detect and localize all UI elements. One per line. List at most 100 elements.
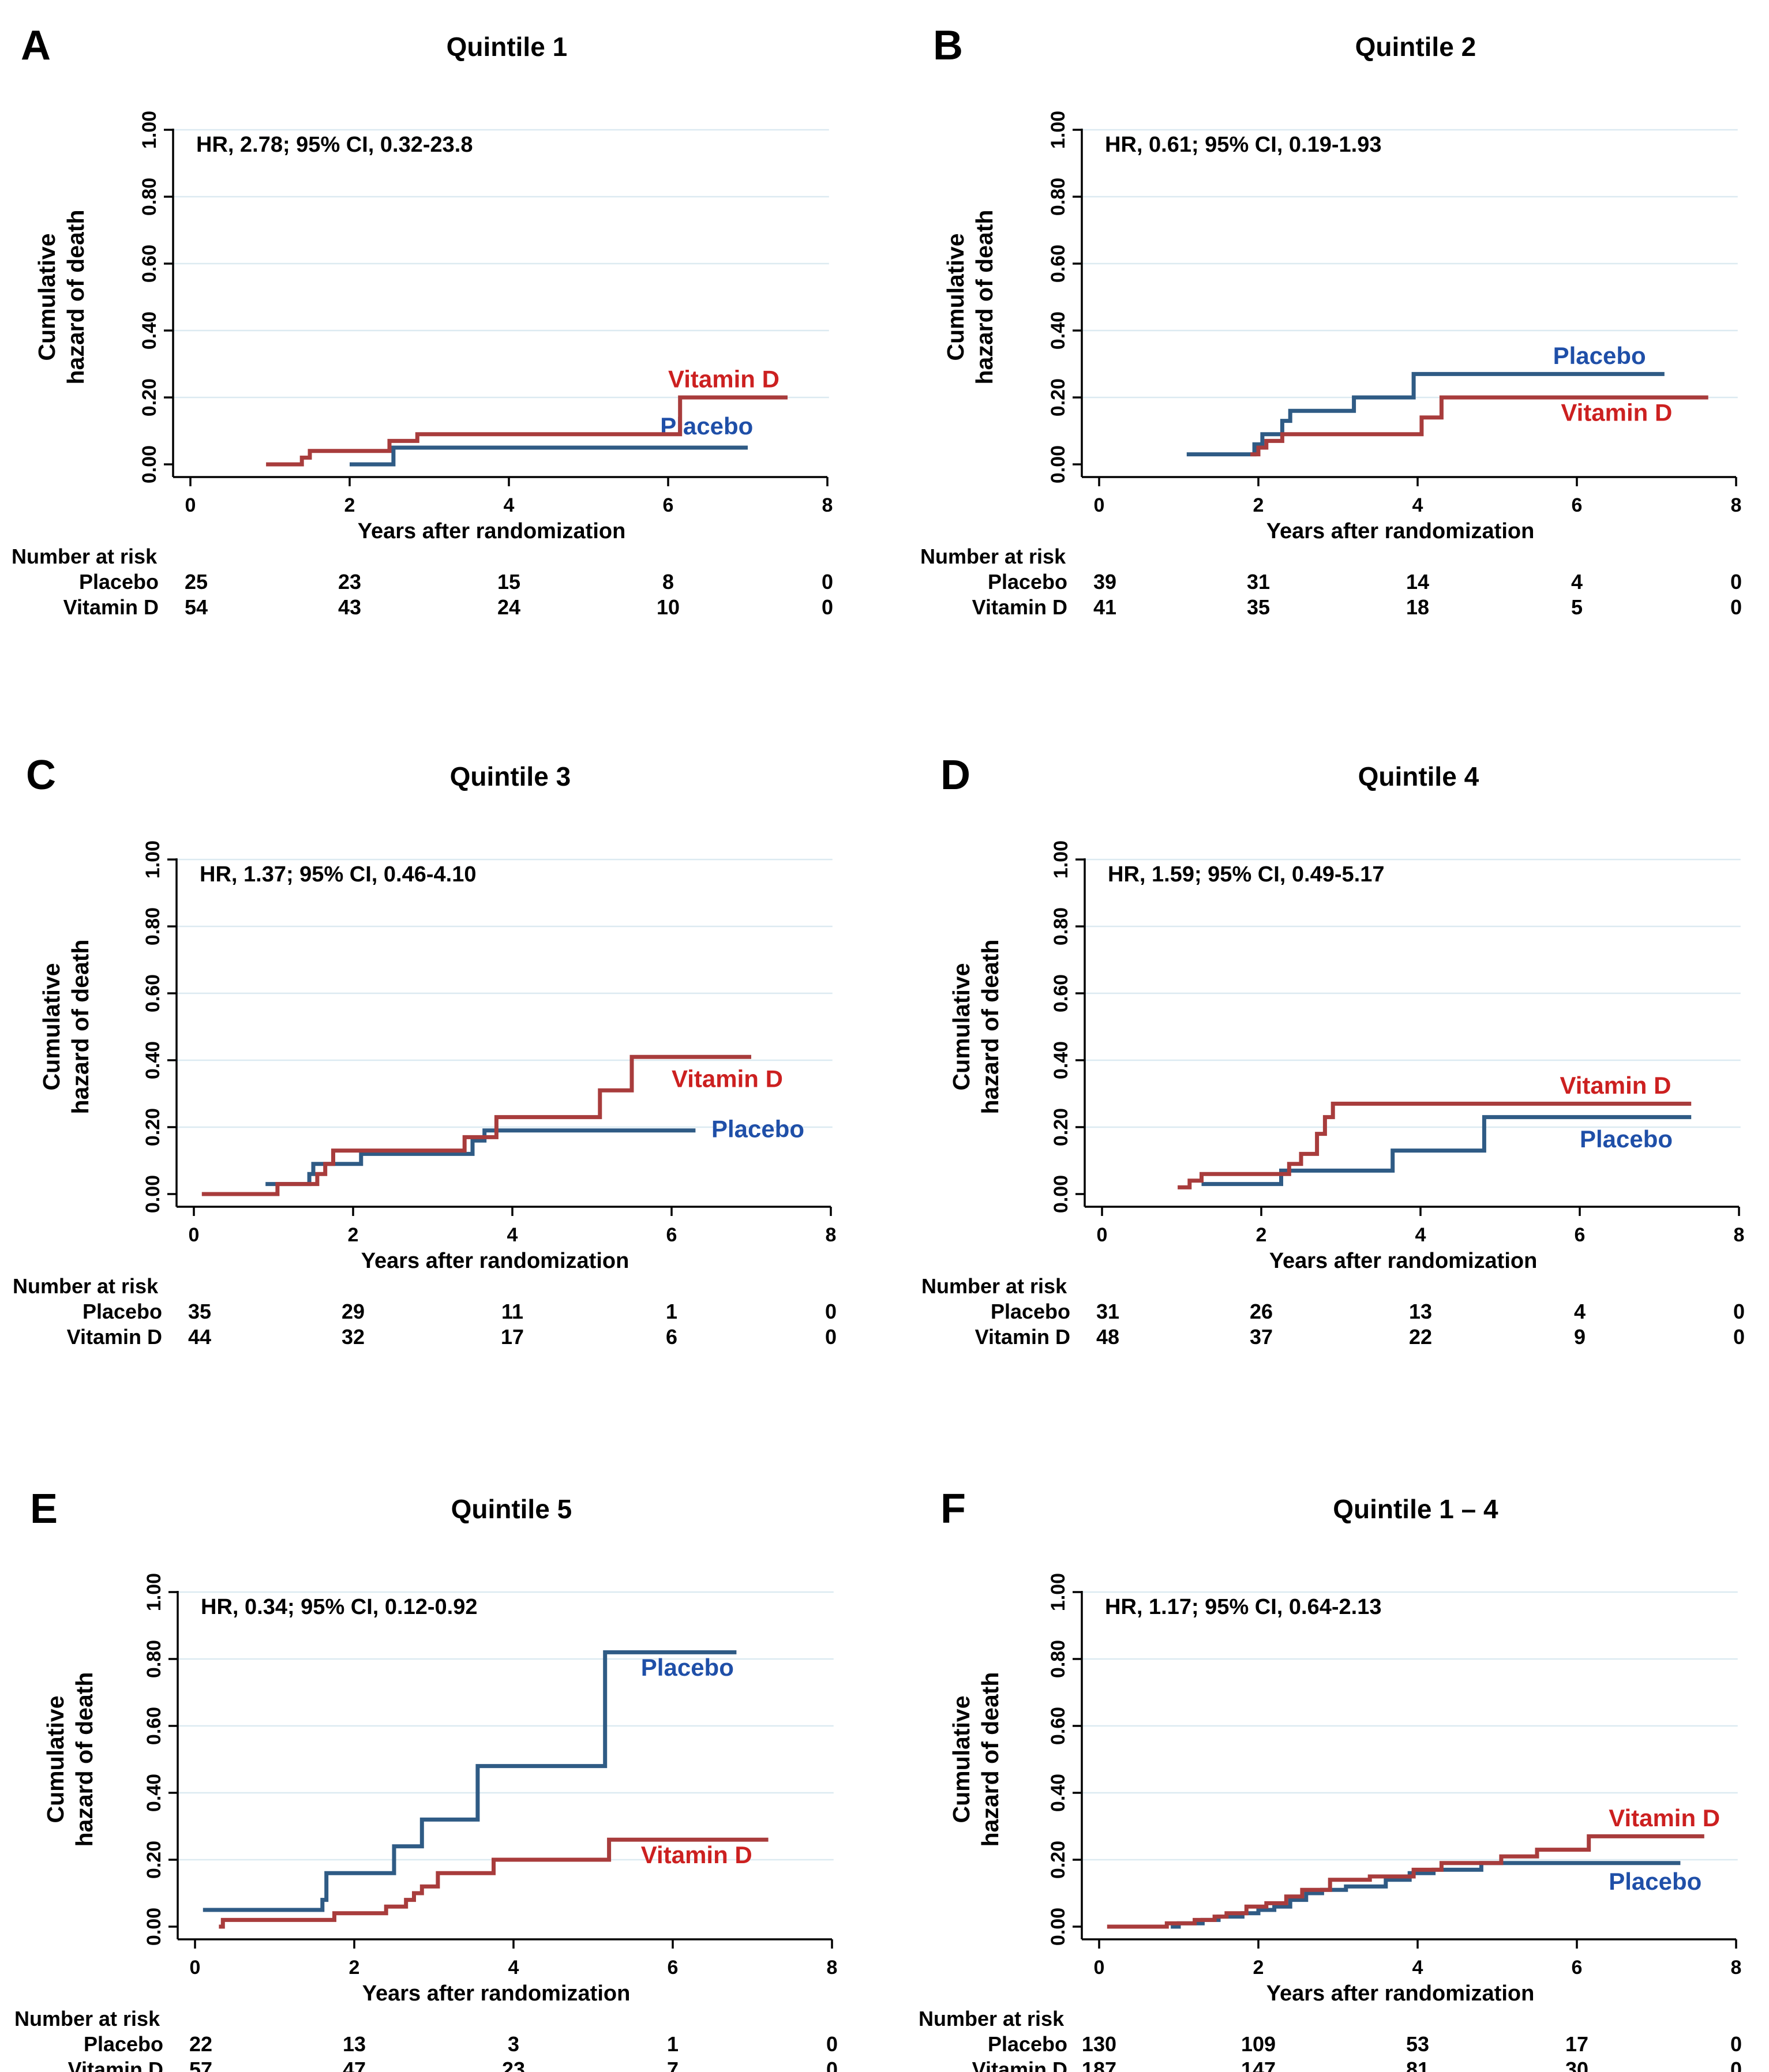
y-tick-label: 0.80	[1047, 178, 1069, 216]
x-tick-label: 4	[508, 1957, 519, 1979]
risk-count-vitamin-d: 0	[825, 1325, 837, 1349]
panel-letter-a: A	[21, 22, 51, 69]
y-tick-label: 0.40	[1047, 311, 1069, 350]
y-axis-title-line1: Cumulative	[38, 963, 65, 1091]
risk-count-vitamin-d: 9	[1574, 1325, 1586, 1349]
risk-row-label-vitamin-d: Vitamin D	[67, 1325, 162, 1349]
risk-count-placebo: 13	[343, 2032, 366, 2056]
risk-count-placebo: 35	[188, 1300, 211, 1323]
vitamin-d-curve	[201, 1054, 751, 1196]
x-tick-label: 8	[826, 1224, 837, 1246]
x-tick-label: 6	[668, 1957, 679, 1979]
placebo-curve-label: Placebo	[1580, 1125, 1673, 1153]
risk-count-placebo: 23	[338, 570, 361, 594]
x-tick-label: 4	[507, 1224, 518, 1246]
vitamin-d-curve	[1107, 1834, 1704, 1929]
risk-count-placebo: 13	[1409, 1300, 1432, 1323]
risk-count-placebo: 53	[1406, 2032, 1429, 2056]
placebo-curve	[1171, 1861, 1681, 1929]
risk-count-placebo: 0	[1730, 570, 1742, 594]
panel-letter-e: E	[30, 1486, 58, 1532]
x-tick-label: 0	[1094, 494, 1105, 516]
x-axis-title: Years after randomization	[362, 1981, 631, 2006]
risk-count-vitamin-d: 23	[502, 2058, 525, 2072]
y-tick-label: 0.80	[1047, 1640, 1069, 1678]
x-tick-label: 6	[1572, 1957, 1583, 1979]
risk-count-vitamin-d: 187	[1082, 2058, 1116, 2072]
vitamin-d-curve	[1250, 395, 1708, 457]
y-tick-label: 0.00	[1047, 445, 1069, 483]
y-axis-title-line2: hazard of death	[977, 1672, 1003, 1847]
y-tick-label: 0.00	[1047, 1908, 1069, 1946]
y-axis-title-line1: Cumulative	[942, 234, 969, 361]
panel-title-a: Quintile 1	[447, 32, 568, 62]
vitamin-d-curve-label: Vitamin D	[1560, 1072, 1671, 1099]
risk-count-placebo: 39	[1093, 570, 1116, 594]
x-axis-title: Years after randomization	[361, 1249, 629, 1273]
panel-title-b: Quintile 2	[1355, 32, 1476, 62]
y-tick-label: 0.60	[138, 245, 160, 283]
y-tick-label: 1.00	[1047, 1573, 1069, 1611]
risk-count-vitamin-d: 0	[826, 2058, 838, 2072]
hazard-ratio-annotation: HR, 1.17; 95% CI, 0.64-2.13	[1105, 1595, 1381, 1619]
y-axis-title-line1: Cumulative	[42, 1696, 69, 1823]
x-tick-label: 8	[1734, 1224, 1745, 1246]
y-tick-label: 0.00	[138, 445, 160, 483]
y-tick-label: 0.20	[1050, 1108, 1072, 1146]
panel-title-f: Quintile 1 – 4	[1333, 1494, 1498, 1524]
y-tick-label: 0.20	[143, 1841, 165, 1879]
x-tick-label: 4	[1412, 494, 1423, 516]
y-tick-label: 0.40	[1050, 1041, 1072, 1079]
risk-row-label-vitamin-d: Vitamin D	[972, 2058, 1067, 2072]
risk-count-placebo: 8	[662, 570, 674, 594]
risk-count-placebo: 4	[1571, 570, 1583, 594]
risk-count-placebo: 29	[342, 1300, 365, 1323]
panel-letter-d: D	[940, 752, 970, 798]
y-axis-title-line2: hazard of death	[67, 940, 93, 1114]
x-tick-label: 4	[1412, 1957, 1423, 1979]
risk-row-label-vitamin-d: Vitamin D	[972, 595, 1067, 619]
placebo-curve	[1201, 1115, 1692, 1187]
x-tick-label: 0	[189, 1224, 200, 1246]
risk-count-vitamin-d: 7	[667, 2058, 679, 2072]
risk-count-vitamin-d: 41	[1093, 595, 1116, 619]
y-axis-title-line1: Cumulative	[33, 234, 60, 361]
risk-count-placebo: 0	[822, 570, 833, 594]
risk-count-placebo: 14	[1406, 570, 1429, 594]
y-tick-label: 0.40	[142, 1041, 164, 1079]
risk-count-vitamin-d: 18	[1406, 595, 1429, 619]
risk-row-label-vitamin-d: Vitamin D	[63, 595, 159, 619]
panel-letter-b: B	[933, 22, 963, 69]
vitamin-d-curve	[1178, 1101, 1692, 1189]
risk-count-placebo: 11	[501, 1300, 523, 1323]
panel-title-d: Quintile 4	[1358, 761, 1479, 791]
x-tick-label: 6	[663, 494, 674, 516]
risk-row-label-placebo: Placebo	[83, 1300, 162, 1323]
x-tick-label: 4	[1415, 1224, 1426, 1246]
y-axis-title-line1: Cumulative	[948, 963, 975, 1091]
y-tick-label: 0.80	[1050, 907, 1072, 945]
risk-count-vitamin-d: 48	[1096, 1325, 1119, 1349]
x-axis-title: Years after randomization	[1269, 1249, 1538, 1273]
placebo-curve-label: Placebo	[1553, 342, 1646, 369]
risk-count-placebo: 4	[1574, 1300, 1586, 1323]
risk-count-placebo: 22	[189, 2032, 212, 2056]
risk-table-header: Number at risk	[920, 545, 1066, 568]
risk-table-header: Number at risk	[13, 1274, 159, 1298]
x-axis-title: Years after randomization	[1266, 519, 1535, 543]
y-tick-label: 0.20	[1047, 1841, 1069, 1879]
risk-count-placebo: 17	[1565, 2032, 1588, 2056]
x-tick-label: 8	[827, 1957, 838, 1979]
vitamin-d-curve	[266, 395, 788, 467]
y-tick-label: 1.00	[138, 111, 160, 149]
x-tick-label: 4	[504, 494, 515, 516]
x-tick-label: 2	[349, 1957, 360, 1979]
x-tick-label: 0	[1094, 1957, 1105, 1979]
y-tick-label: 0.60	[143, 1707, 165, 1745]
risk-count-placebo: 0	[1733, 1300, 1745, 1323]
y-axis-title-line2: hazard of death	[71, 1672, 98, 1847]
risk-count-vitamin-d: 6	[666, 1325, 677, 1349]
y-tick-label: 1.00	[142, 840, 164, 879]
hazard-ratio-annotation: HR, 2.78; 95% CI, 0.32-23.8	[196, 133, 473, 157]
risk-count-vitamin-d: 32	[342, 1325, 365, 1349]
